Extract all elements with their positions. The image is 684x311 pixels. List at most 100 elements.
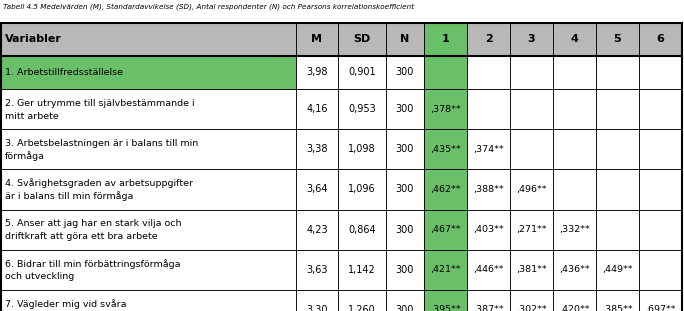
Text: 300: 300 <box>396 144 415 154</box>
Bar <box>296 23 338 56</box>
Bar <box>510 290 553 311</box>
Bar <box>467 290 510 311</box>
Bar <box>1 89 296 129</box>
Text: ,332**: ,332** <box>559 225 590 234</box>
Text: 5. Anser att jag har en stark vilja och: 5. Anser att jag har en stark vilja och <box>5 219 181 228</box>
Text: 2. Ger utrymme till självbestämmande i: 2. Ger utrymme till självbestämmande i <box>5 99 195 108</box>
Bar <box>639 169 682 210</box>
Text: Tabell 4.5 Medelvärden (M), Standardavvikelse (SD), Antal respondenter (N) och P: Tabell 4.5 Medelvärden (M), Standardavvi… <box>3 3 415 10</box>
Bar <box>424 169 467 210</box>
Text: driftkraft att göra ett bra arbete: driftkraft att göra ett bra arbete <box>5 232 157 241</box>
Text: 1: 1 <box>442 34 449 44</box>
Bar <box>467 23 510 56</box>
Bar <box>1 129 296 169</box>
Bar <box>510 210 553 250</box>
Text: ,462**: ,462** <box>430 185 461 194</box>
Bar <box>386 210 424 250</box>
Bar <box>467 169 510 210</box>
Bar <box>596 23 639 56</box>
Bar <box>467 210 510 250</box>
Bar <box>296 129 338 169</box>
Text: SD: SD <box>354 34 371 44</box>
Bar <box>510 23 553 56</box>
Bar <box>296 250 338 290</box>
Bar <box>553 23 596 56</box>
Bar <box>639 89 682 129</box>
Text: ,381**: ,381** <box>516 265 547 274</box>
Bar <box>296 169 338 210</box>
Text: förmåga: förmåga <box>5 151 45 161</box>
Text: 1,142: 1,142 <box>348 265 376 275</box>
Bar <box>467 129 510 169</box>
Bar <box>338 23 386 56</box>
Bar <box>338 250 386 290</box>
Text: 1. Arbetstillfredsställelse: 1. Arbetstillfredsställelse <box>5 68 123 77</box>
Text: 300: 300 <box>396 305 415 311</box>
Text: är i balans till min förmåga: är i balans till min förmåga <box>5 192 133 202</box>
Text: 2: 2 <box>485 34 492 44</box>
Text: ,374**: ,374** <box>473 145 504 154</box>
Bar <box>596 210 639 250</box>
Text: 1,098: 1,098 <box>348 144 376 154</box>
Text: ,395**: ,395** <box>430 305 461 311</box>
Text: 1,260: 1,260 <box>348 305 376 311</box>
Text: 0,953: 0,953 <box>348 104 376 114</box>
Bar <box>386 250 424 290</box>
Text: 4: 4 <box>570 34 579 44</box>
Text: ,436**: ,436** <box>560 265 590 274</box>
Text: ,387**: ,387** <box>473 305 504 311</box>
Bar <box>596 250 639 290</box>
Bar <box>424 56 467 89</box>
Text: ,271**: ,271** <box>516 225 547 234</box>
Bar <box>510 250 553 290</box>
Bar <box>639 56 682 89</box>
Bar <box>338 290 386 311</box>
Bar <box>338 129 386 169</box>
Text: ,421**: ,421** <box>430 265 461 274</box>
Bar <box>553 250 596 290</box>
Bar <box>1 290 296 311</box>
Bar <box>639 129 682 169</box>
Text: 300: 300 <box>396 265 415 275</box>
Bar <box>424 23 467 56</box>
Text: 0,901: 0,901 <box>348 67 376 77</box>
Text: 3,64: 3,64 <box>306 184 328 194</box>
Text: ,449**: ,449** <box>602 265 633 274</box>
Text: 300: 300 <box>396 225 415 235</box>
Bar <box>386 56 424 89</box>
Bar <box>1 250 296 290</box>
Text: 300: 300 <box>396 184 415 194</box>
Text: 3,63: 3,63 <box>306 265 328 275</box>
Text: ,435**: ,435** <box>430 145 461 154</box>
Bar <box>338 89 386 129</box>
Bar <box>338 56 386 89</box>
Text: 5: 5 <box>614 34 621 44</box>
Text: 7. Vägleder mig vid svåra: 7. Vägleder mig vid svåra <box>5 299 127 309</box>
Text: 3,30: 3,30 <box>306 305 328 311</box>
Bar <box>296 89 338 129</box>
Bar <box>639 23 682 56</box>
Bar <box>639 250 682 290</box>
Bar <box>1 210 296 250</box>
Bar <box>386 89 424 129</box>
Bar <box>296 210 338 250</box>
Bar <box>510 169 553 210</box>
Bar <box>424 89 467 129</box>
Text: ,467**: ,467** <box>430 225 461 234</box>
Text: ,302**: ,302** <box>516 305 547 311</box>
Text: och utveckling: och utveckling <box>5 272 75 281</box>
Bar <box>424 210 467 250</box>
Text: ,388**: ,388** <box>473 185 504 194</box>
Bar <box>553 169 596 210</box>
Text: 6: 6 <box>657 34 664 44</box>
Text: 0,864: 0,864 <box>348 225 376 235</box>
Text: ,420**: ,420** <box>560 305 590 311</box>
Bar <box>338 210 386 250</box>
Text: 3,38: 3,38 <box>306 144 328 154</box>
Text: 4. Svårighetsgraden av arbetsuppgifter: 4. Svårighetsgraden av arbetsuppgifter <box>5 179 193 188</box>
Bar <box>386 290 424 311</box>
Bar <box>467 56 510 89</box>
Text: ,385**: ,385** <box>602 305 633 311</box>
Bar <box>510 56 553 89</box>
Bar <box>386 129 424 169</box>
